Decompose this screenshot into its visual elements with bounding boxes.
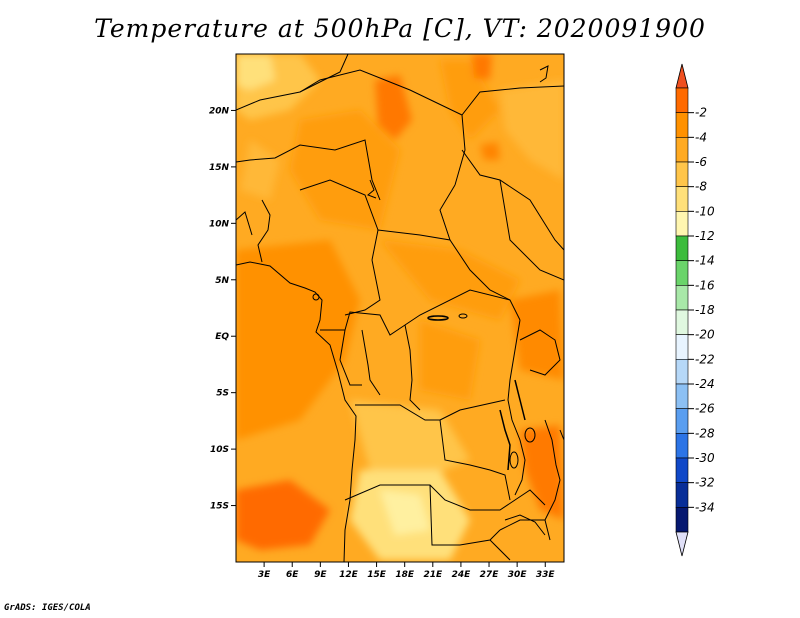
lat-tick-label: 15S: [210, 502, 229, 512]
colorbar-swatch: [675, 235, 689, 261]
colorbar-label: -20: [695, 328, 715, 342]
colorbar-swatch: [675, 408, 689, 434]
colorbar-label: -18: [695, 303, 715, 317]
longitude-axis: 3E 6E 9E 12E 15E 18E 21E 24E 27E 30E 33E: [258, 562, 556, 580]
lat-tick-label: 5N: [215, 276, 229, 286]
colorbar-swatch: [675, 383, 689, 409]
colorbar-label: -2: [695, 106, 707, 120]
lon-tick-label: 27E: [480, 570, 500, 580]
colorbar-swatch: [675, 507, 689, 533]
map-frame: [235, 53, 565, 563]
temperature-field: [236, 54, 564, 562]
lat-tick-label: 20N: [209, 106, 230, 116]
lon-tick-label: 30E: [508, 570, 528, 580]
colorbar-bottom-arrow: [675, 531, 689, 557]
lat-tick-label: 5S: [216, 389, 229, 399]
lon-tick-label: 24E: [452, 570, 472, 580]
colorbar-swatch: [675, 161, 689, 187]
colorbar-label: -34: [695, 500, 715, 514]
colorbar-swatch: [675, 112, 689, 138]
lat-tick-label: 15N: [209, 163, 230, 173]
colorbar-swatch: [675, 260, 689, 286]
map-title: Temperature at 500hPa [C], VT: 202009190…: [94, 14, 706, 43]
lat-tick-label: 10S: [210, 445, 229, 455]
lon-tick-label: 21E: [423, 570, 443, 580]
colorbar-swatch: [675, 309, 689, 335]
colorbar-label: -28: [695, 426, 715, 440]
colorbar-swatch: [675, 359, 689, 385]
lon-tick-label: 18E: [395, 570, 415, 580]
lon-tick-label: 12E: [339, 570, 359, 580]
colorbar-label: -22: [695, 352, 715, 366]
lon-tick-label: 6E: [286, 570, 299, 580]
lon-tick-label: 3E: [258, 570, 271, 580]
colorbar-label: -32: [695, 476, 715, 490]
colorbar-label: -16: [695, 278, 715, 292]
lat-tick-label: 10N: [209, 219, 230, 229]
colorbar-swatch: [675, 186, 689, 212]
colorbar-swatch: [675, 285, 689, 311]
colorbar-label: -24: [695, 377, 715, 391]
colorbar-label: -8: [695, 180, 707, 194]
colorbar-label: -4: [695, 130, 707, 144]
lat-tick-label: EQ: [215, 332, 229, 342]
colorbar: -2 -4 -6 -8 -10 -12 -14 -16 -18 -20 -22 -24 -26 -28 -3…: [675, 63, 715, 557]
colorbar-label: -10: [695, 204, 715, 218]
lon-tick-label: 33E: [536, 570, 556, 580]
colorbar-label: -14: [695, 254, 715, 268]
colorbar-label: -30: [695, 451, 715, 465]
latitude-axis: 20N 15N 10N 5N EQ 5S 10S 15S: [209, 106, 236, 512]
colorbar-label: -12: [695, 229, 715, 243]
colorbar-top-arrow: [675, 63, 689, 89]
colorbar-swatch: [675, 211, 689, 237]
colorbar-swatch: [675, 87, 689, 113]
colorbar-swatch: [675, 482, 689, 508]
colorbar-swatch: [675, 137, 689, 163]
colorbar-label: -6: [695, 155, 707, 169]
colorbar-swatch: [675, 433, 689, 459]
colorbar-swatch: [675, 334, 689, 360]
colorbar-label: -26: [695, 402, 715, 416]
country-boundaries: [236, 54, 564, 562]
lon-tick-label: 15E: [367, 570, 387, 580]
colorbar-swatch: [675, 457, 689, 483]
lon-tick-label: 9E: [314, 570, 327, 580]
credit-label: GrADS: IGES/COLA: [4, 603, 91, 613]
